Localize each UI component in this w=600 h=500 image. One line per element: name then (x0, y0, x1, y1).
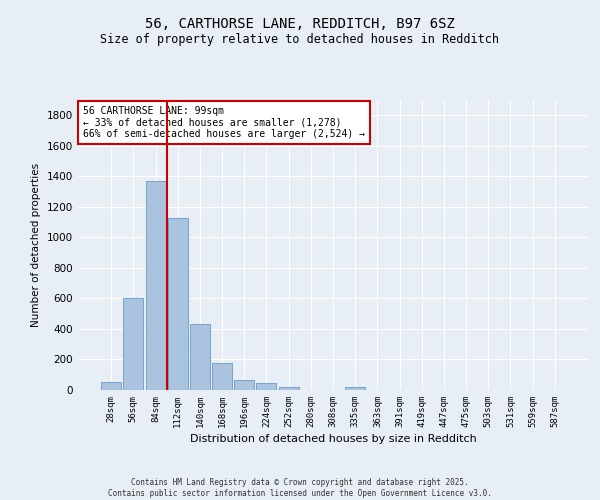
Text: 56 CARTHORSE LANE: 99sqm
← 33% of detached houses are smaller (1,278)
66% of sem: 56 CARTHORSE LANE: 99sqm ← 33% of detach… (83, 106, 365, 139)
Bar (278, 388, 299, 390)
Bar (234, 380, 254, 390)
Bar (101, 382, 121, 390)
Bar (168, 218, 188, 390)
Bar (190, 324, 210, 390)
Text: Size of property relative to detached houses in Redditch: Size of property relative to detached ho… (101, 32, 499, 46)
Bar (345, 388, 365, 390)
Bar (212, 364, 232, 390)
Y-axis label: Number of detached properties: Number of detached properties (31, 163, 41, 327)
Bar (146, 181, 166, 390)
Bar (124, 298, 143, 390)
Text: 56, CARTHORSE LANE, REDDITCH, B97 6SZ: 56, CARTHORSE LANE, REDDITCH, B97 6SZ (145, 18, 455, 32)
Text: Contains HM Land Registry data © Crown copyright and database right 2025.
Contai: Contains HM Land Registry data © Crown c… (108, 478, 492, 498)
Bar (256, 383, 277, 390)
X-axis label: Distribution of detached houses by size in Redditch: Distribution of detached houses by size … (190, 434, 476, 444)
